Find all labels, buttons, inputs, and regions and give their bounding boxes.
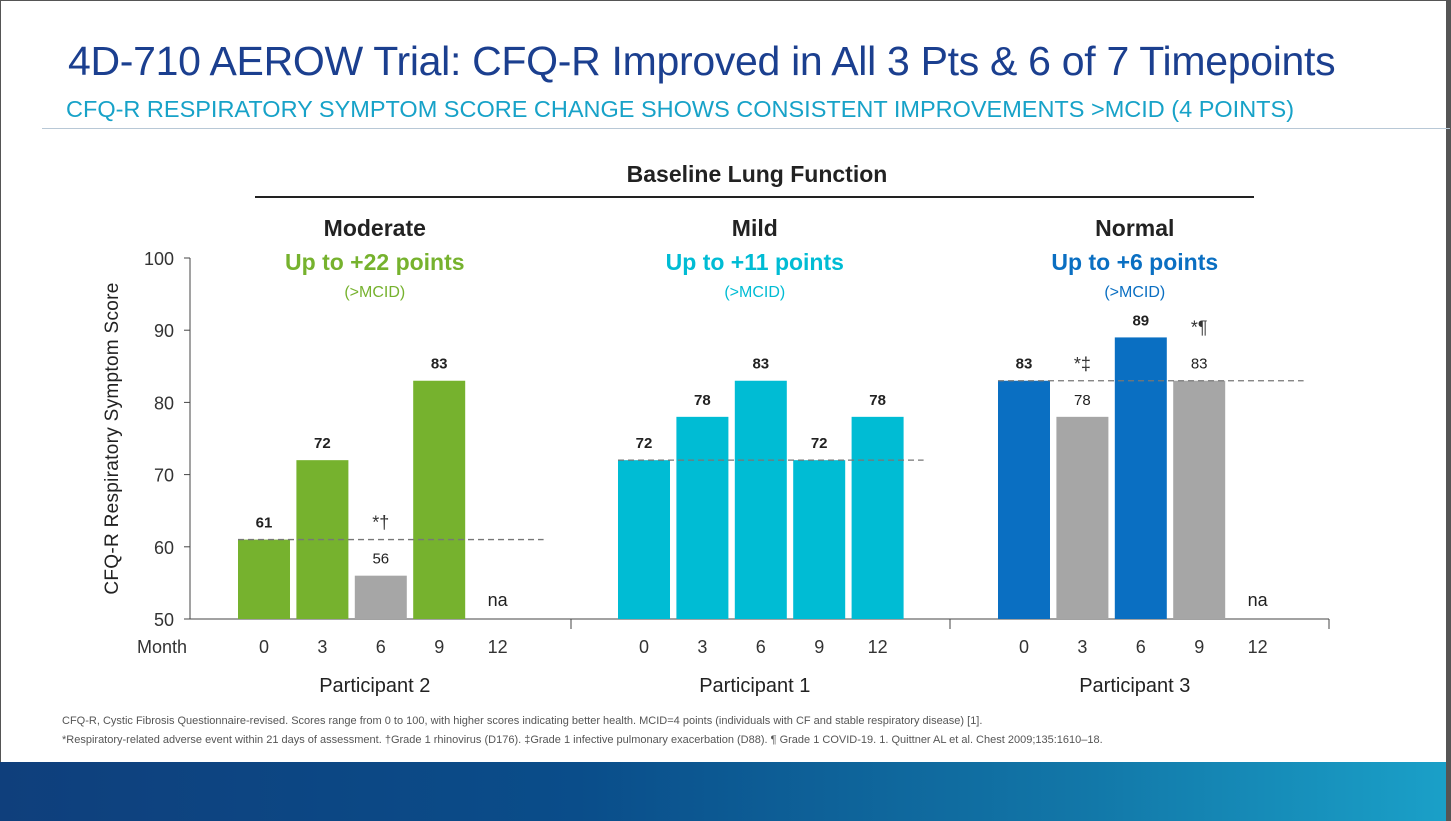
y-axis-label: CFQ-R Respiratory Symptom Score (102, 282, 123, 594)
x-tick-label: 3 (697, 637, 707, 657)
participant-2-improvement-label: Up to +22 points (285, 249, 465, 275)
bar-value-label: 56 (372, 551, 389, 568)
bar (998, 380, 1050, 619)
bar-value-label: 78 (1074, 392, 1091, 409)
x-tick-label: 3 (1077, 637, 1087, 657)
na-label: na (1248, 590, 1269, 610)
bar-value-label: 72 (811, 435, 828, 452)
adverse-event-marker: *‡ (1074, 354, 1091, 374)
bar (734, 380, 787, 619)
x-tick-label: 0 (1019, 637, 1029, 657)
bar-value-label: 72 (314, 435, 331, 452)
slide-subtitle: CFQ-R RESPIRATORY SYMPTOM SCORE CHANGE S… (66, 96, 1295, 122)
bar-value-label: 78 (694, 392, 711, 409)
adverse-event-marker: *¶ (1191, 318, 1208, 338)
y-tick-label: 90 (154, 321, 174, 341)
title-divider (42, 128, 1450, 129)
participant-3-mcid-note: (>MCID) (1104, 284, 1165, 301)
bar (1114, 337, 1167, 619)
x-tick-label: 6 (1136, 637, 1146, 657)
x-tick-label: 12 (488, 637, 508, 657)
bar-adverse-event (354, 575, 407, 619)
slide-title: 4D-710 AEROW Trial: CFQ-R Improved in Al… (68, 38, 1336, 84)
footnote-definitions: CFQ-R, Cystic Fibrosis Questionnaire-rev… (62, 715, 983, 727)
participant-1-improvement-label: Up to +11 points (666, 249, 844, 275)
bar-adverse-event (1056, 416, 1109, 619)
participant-1-mcid-note: (>MCID) (724, 284, 785, 301)
bar-value-label: 83 (1016, 356, 1033, 373)
participant-1-participant-label: Participant 1 (699, 675, 810, 697)
y-tick-label: 100 (144, 249, 174, 269)
x-axis-label: Month (137, 637, 187, 657)
bar (413, 380, 466, 619)
footnote-adverse-events: *Respiratory-related adverse event withi… (62, 734, 1103, 746)
participant-3-participant-label: Participant 3 (1079, 675, 1190, 697)
x-tick-label: 9 (434, 637, 444, 657)
bar (238, 539, 290, 619)
x-tick-label: 12 (1248, 637, 1268, 657)
y-tick-label: 80 (154, 393, 174, 413)
chart-title: Baseline Lung Function (627, 161, 888, 187)
participant-2-participant-label: Participant 2 (319, 675, 430, 697)
bar (618, 460, 670, 619)
x-tick-label: 6 (376, 637, 386, 657)
bar-value-label: 72 (636, 435, 653, 452)
x-tick-label: 6 (756, 637, 766, 657)
x-tick-label: 12 (868, 637, 888, 657)
footer-band (0, 762, 1446, 821)
participant-2-lung-function-label: Moderate (324, 215, 426, 241)
participant-3-lung-function-label: Normal (1095, 215, 1174, 241)
bar-value-label: 78 (869, 392, 886, 409)
cfqr-bar-chart: Baseline Lung Function5060708090100CFQ-R… (102, 161, 1330, 697)
bar-adverse-event (1173, 380, 1226, 619)
participant-3-improvement-label: Up to +6 points (1051, 249, 1218, 275)
bar-value-label: 61 (256, 515, 273, 532)
x-tick-label: 9 (814, 637, 824, 657)
x-tick-label: 0 (259, 637, 269, 657)
y-tick-label: 50 (154, 610, 174, 630)
adverse-event-marker: *† (372, 513, 389, 533)
x-tick-label: 3 (317, 637, 327, 657)
x-tick-label: 9 (1194, 637, 1204, 657)
bar (793, 460, 846, 619)
bar-value-label: 83 (431, 356, 448, 373)
bar (676, 416, 729, 619)
na-label: na (488, 590, 509, 610)
participant-2-mcid-note: (>MCID) (344, 284, 405, 301)
participant-1-lung-function-label: Mild (732, 215, 778, 241)
y-tick-label: 60 (154, 538, 174, 558)
bar-value-label: 83 (1191, 356, 1208, 373)
y-tick-label: 70 (154, 466, 174, 486)
bar-value-label: 89 (1132, 312, 1149, 329)
bar (851, 416, 904, 619)
x-tick-label: 0 (639, 637, 649, 657)
bar-value-label: 83 (752, 356, 769, 373)
